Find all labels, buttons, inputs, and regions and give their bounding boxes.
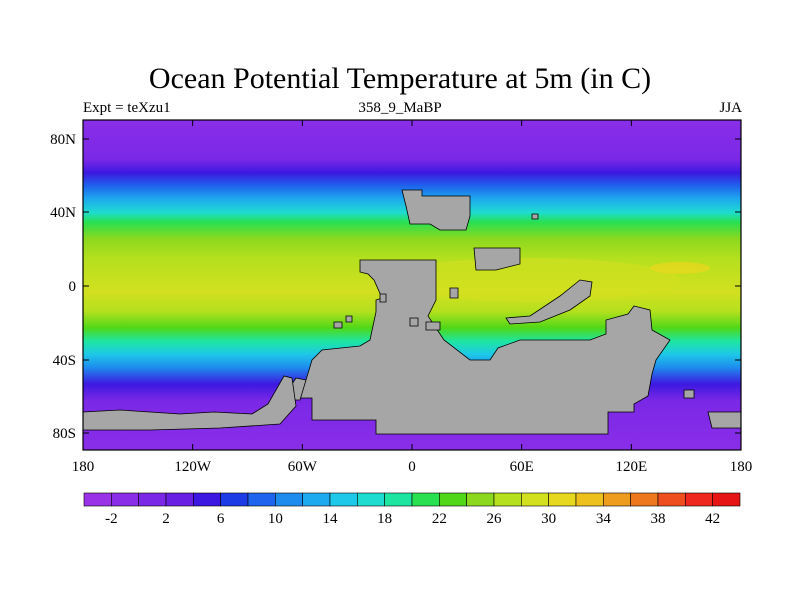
land-small-2 xyxy=(409,317,419,327)
colorbar-swatch xyxy=(466,492,495,507)
lat-tick-label: 40S xyxy=(53,353,76,369)
colorbar-swatch xyxy=(630,492,659,507)
lat-tick-label: 0 xyxy=(69,279,77,295)
colorbar-label: 34 xyxy=(596,511,612,527)
lon-tick-label: 120E xyxy=(615,459,647,475)
lat-tick-label: 80S xyxy=(53,426,76,442)
colorbar-swatch xyxy=(493,492,522,507)
lon-axis: 180 120W 60W 0 60E 120E 180 xyxy=(72,120,753,475)
land-islet-north xyxy=(531,213,539,220)
land-small-5 xyxy=(333,321,343,329)
land-small-1 xyxy=(449,287,459,299)
lon-tick-label: 180 xyxy=(72,459,95,475)
season-label: JJA xyxy=(719,100,742,116)
colorbar-swatch xyxy=(657,492,686,507)
colorbar-label: 26 xyxy=(487,511,503,527)
land-north xyxy=(401,189,471,231)
colorbar-swatch xyxy=(111,492,139,507)
colorbar-label: 22 xyxy=(432,511,447,527)
land-central xyxy=(299,259,671,435)
colorbar-swatch xyxy=(357,492,385,507)
colorbar-swatch xyxy=(411,492,440,507)
time-label: 358_9_MaBP xyxy=(358,100,442,116)
land-east-speck xyxy=(683,389,695,399)
colorbar-swatch xyxy=(548,492,577,507)
land-small-6 xyxy=(379,293,387,303)
lat-tick-label: 40N xyxy=(50,205,76,221)
lon-tick-label: 120W xyxy=(174,459,212,475)
lat-tick-label: 80N xyxy=(50,132,76,148)
colorbar-label: 30 xyxy=(541,511,556,527)
experiment-label: Expt = teXzu1 xyxy=(83,100,171,116)
lon-tick-label: 60E xyxy=(510,459,534,475)
land-small-4 xyxy=(345,315,353,323)
land-east-strip xyxy=(473,247,521,271)
colorbar-label: 14 xyxy=(323,511,339,527)
colorbar-swatch xyxy=(521,492,549,507)
lat-axis: 80N 40N 0 40S 80S xyxy=(50,132,741,442)
lon-tick-label: 0 xyxy=(408,459,416,475)
colorbar-swatch xyxy=(603,492,631,507)
colorbar-swatch xyxy=(712,492,741,507)
colorbar-swatch xyxy=(247,492,276,507)
colorbar-label: 6 xyxy=(217,511,225,527)
colorbar-swatch xyxy=(439,492,467,507)
land-south-east xyxy=(707,411,742,429)
warm-patch xyxy=(650,262,710,274)
colorbar: -2 2 6 10 14 18 22 26 30 34 38 42 xyxy=(83,492,741,527)
plot-title: Ocean Potential Temperature at 5m (in C) xyxy=(148,62,652,95)
colorbar-swatch xyxy=(193,492,221,507)
land-isthmus xyxy=(505,279,593,325)
colorbar-swatch xyxy=(302,492,331,507)
land-small-3 xyxy=(425,321,441,331)
colorbar-swatch xyxy=(138,492,167,507)
lon-tick-label: 60W xyxy=(288,459,318,475)
colorbar-swatch xyxy=(575,492,604,507)
colorbar-label: 18 xyxy=(377,511,392,527)
land-masses xyxy=(82,189,742,435)
colorbar-label: 42 xyxy=(705,511,720,527)
colorbar-swatch xyxy=(384,492,413,507)
colorbar-label: -2 xyxy=(105,511,118,527)
colorbar-label: 10 xyxy=(268,511,283,527)
colorbar-swatch xyxy=(220,492,249,507)
colorbar-swatch xyxy=(165,492,194,507)
colorbar-label: 38 xyxy=(651,511,666,527)
colorbar-swatch xyxy=(329,492,358,507)
colorbar-label: 2 xyxy=(162,511,170,527)
colorbar-swatch xyxy=(275,492,303,507)
land-south-west xyxy=(82,375,297,431)
colorbar-swatch xyxy=(685,492,713,507)
colorbar-swatch xyxy=(83,492,112,507)
lon-tick-label: 180 xyxy=(730,459,753,475)
